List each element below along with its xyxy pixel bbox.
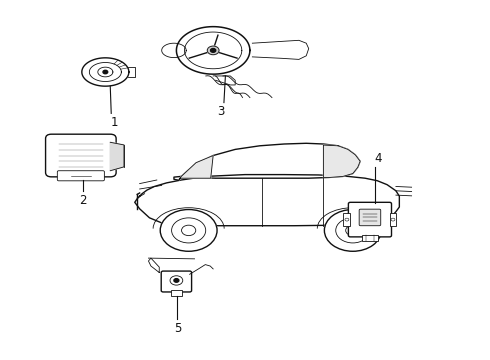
Bar [343,213,350,226]
FancyBboxPatch shape [359,209,381,226]
Bar [171,290,182,296]
FancyBboxPatch shape [161,271,192,292]
Polygon shape [110,142,124,171]
Text: 2: 2 [79,194,87,207]
Text: 4: 4 [374,152,382,165]
Bar [362,235,378,241]
Polygon shape [82,58,129,86]
Text: 5: 5 [173,322,181,335]
Bar [390,213,396,226]
FancyBboxPatch shape [46,134,116,177]
Polygon shape [174,143,360,180]
FancyBboxPatch shape [348,202,392,237]
Polygon shape [135,175,399,226]
Text: 1: 1 [110,116,118,129]
Circle shape [160,210,217,251]
Polygon shape [323,145,360,177]
Circle shape [207,46,219,55]
Circle shape [324,210,381,251]
FancyBboxPatch shape [57,171,104,181]
Polygon shape [176,27,250,74]
Text: 3: 3 [217,105,225,118]
Polygon shape [179,156,213,180]
Circle shape [174,279,179,282]
Polygon shape [252,40,309,59]
Circle shape [103,70,108,74]
Circle shape [211,49,216,52]
Polygon shape [162,43,186,58]
